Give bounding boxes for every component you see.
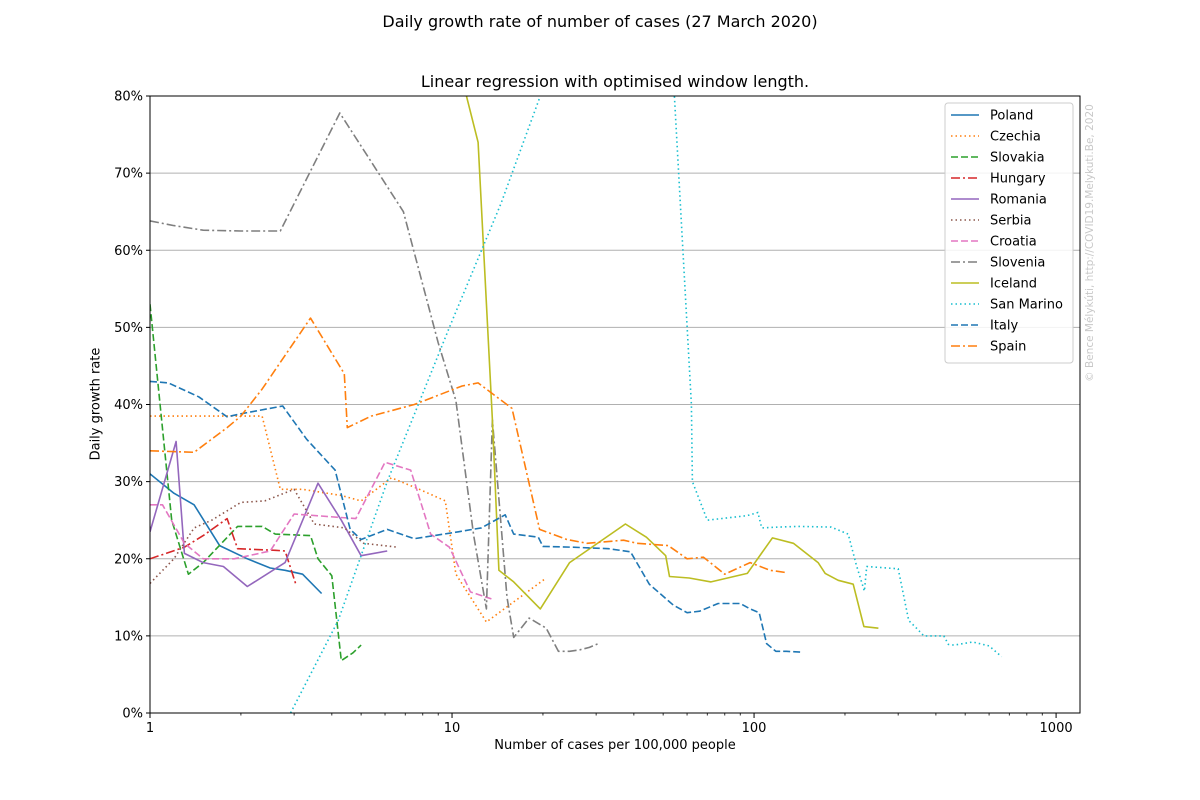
x-tick-label: 10: [444, 721, 461, 736]
legend-label: Croatia: [990, 235, 1037, 250]
legend-label: Italy: [990, 319, 1019, 334]
legend-label: Serbia: [990, 214, 1031, 229]
series-line-serbia: [150, 488, 398, 584]
series-lines: [150, 96, 1003, 713]
gridlines: [150, 95, 1080, 714]
legend-label: Poland: [990, 109, 1033, 124]
legend-label: Iceland: [990, 277, 1037, 292]
legend-box: [944, 102, 1074, 364]
series-line-italy: [150, 380, 801, 653]
series-line-spain: [150, 317, 787, 575]
legend-label: Spain: [990, 340, 1026, 355]
legend: Poland Czechia Slovakia Hungary Romania Serbi…: [944, 102, 1074, 364]
x-tick-label: 1: [146, 721, 154, 736]
series-line-czechia: [150, 415, 547, 623]
series-line-san-marino: [289, 96, 1003, 713]
series-line-slovakia: [150, 304, 362, 662]
x-axis-label: Number of cases per 100,000 people: [494, 738, 736, 753]
series-line-iceland: [465, 96, 879, 629]
y-tick-label: 50%: [114, 321, 143, 336]
legend-label: Hungary: [990, 172, 1046, 187]
axis-ticks: 0% 10% 20% 30% 40% 50% 60% 70% 80% 1 10 100 1000: [114, 90, 1073, 737]
y-tick-label: 60%: [114, 244, 143, 259]
legend-label: Slovakia: [990, 151, 1045, 166]
series-line-croatia: [150, 461, 492, 600]
chart-title: Linear regression with optimised window …: [420, 72, 810, 91]
figure-suptitle: Daily growth rate of number of cases (27…: [382, 12, 818, 31]
y-tick-label: 40%: [114, 398, 143, 413]
legend-label: Slovenia: [990, 256, 1045, 271]
y-tick-label: 70%: [114, 167, 143, 182]
y-tick-label: 80%: [114, 90, 143, 105]
legend-label: San Marino: [990, 298, 1063, 313]
legend-label: Czechia: [990, 130, 1041, 145]
x-tick-label: 1000: [1040, 721, 1073, 736]
y-tick-label: 10%: [114, 629, 143, 644]
x-tick-label: 100: [742, 721, 767, 736]
series-line-hungary: [150, 517, 298, 586]
y-tick-label: 0%: [122, 707, 143, 722]
legend-label: Romania: [990, 193, 1047, 208]
y-tick-label: 20%: [114, 552, 143, 567]
y-tick-label: 30%: [114, 475, 143, 490]
series-line-romania: [150, 440, 388, 588]
series-line-slovenia: [150, 112, 599, 653]
